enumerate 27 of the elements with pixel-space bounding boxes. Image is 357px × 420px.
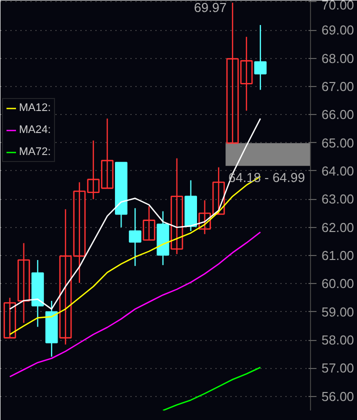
y-tick-label: 63.00 — [322, 192, 354, 207]
y-tick-label: 66.00 — [322, 107, 354, 122]
y-tick-label: 58.00 — [322, 332, 354, 348]
candlestick — [254, 24, 267, 90]
y-tick-label: 57.00 — [322, 360, 354, 376]
legend-label: MA24: — [19, 124, 51, 136]
candlestick — [18, 242, 30, 324]
candlestick — [170, 158, 184, 255]
candlestick — [128, 208, 142, 267]
y-tick-label: 65.00 — [322, 135, 354, 150]
line-series — [9, 231, 262, 378]
legend-label: MA12: — [19, 102, 51, 114]
y-tick-label: 64.00 — [322, 163, 354, 178]
candlestick — [142, 206, 156, 241]
y-tick-label: 61.00 — [322, 248, 354, 264]
y-tick-label: 60.00 — [322, 276, 354, 292]
y-tick-label: 70.00 — [322, 0, 354, 12]
y-tick-label: 56.00 — [322, 388, 354, 404]
annotation: 69.97 — [194, 0, 227, 15]
candlestick — [4, 297, 16, 338]
line-series — [162, 366, 262, 410]
legend-label: MA72: — [19, 146, 51, 158]
y-tick-label: 67.00 — [322, 78, 354, 94]
y-tick-label: 69.00 — [322, 22, 354, 38]
y-tick-label: 68.00 — [322, 50, 354, 66]
y-tick-label: 62.00 — [322, 220, 354, 235]
y-tick-label: 59.00 — [322, 304, 354, 320]
